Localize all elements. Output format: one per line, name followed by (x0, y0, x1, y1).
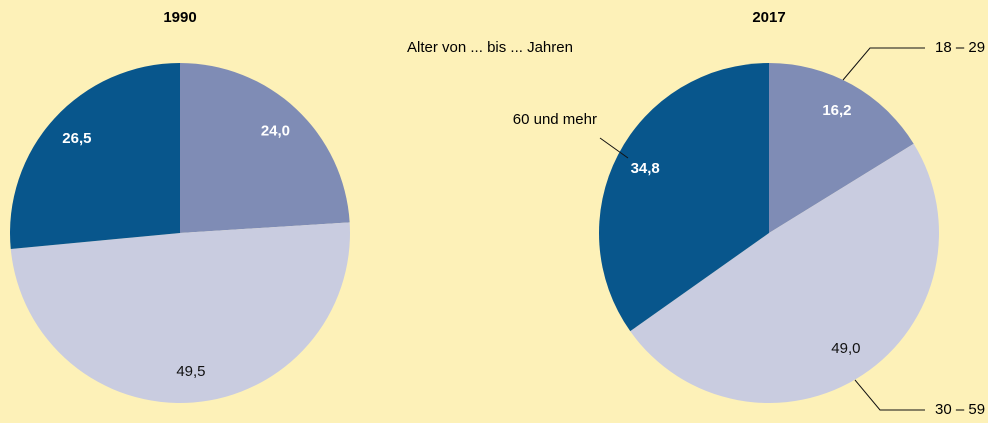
leader-line (854, 379, 925, 411)
leader-line (842, 47, 925, 81)
caption: Alter von ... bis ... Jahren (407, 39, 573, 56)
pie-slice (769, 63, 914, 233)
pie-title: 1990 (163, 9, 196, 26)
pie-title: 2017 (752, 9, 785, 26)
value-label: 16,2 (822, 102, 851, 119)
pie-slice (630, 143, 940, 404)
category-label: 60 und mehr (513, 111, 597, 128)
pie-slice (9, 63, 180, 249)
pie-slice (599, 63, 769, 332)
value-label: 24,0 (261, 122, 290, 139)
pie-slice (180, 63, 350, 233)
value-label: 34,8 (631, 160, 660, 177)
pie-slice (10, 222, 351, 404)
category-label: 18 – 29 (935, 39, 985, 56)
leader-line (599, 137, 629, 159)
value-label: 26,5 (62, 130, 91, 147)
value-label: 49,0 (831, 340, 860, 357)
category-label: 30 – 59 (935, 401, 985, 418)
value-label: 49,5 (176, 363, 205, 380)
